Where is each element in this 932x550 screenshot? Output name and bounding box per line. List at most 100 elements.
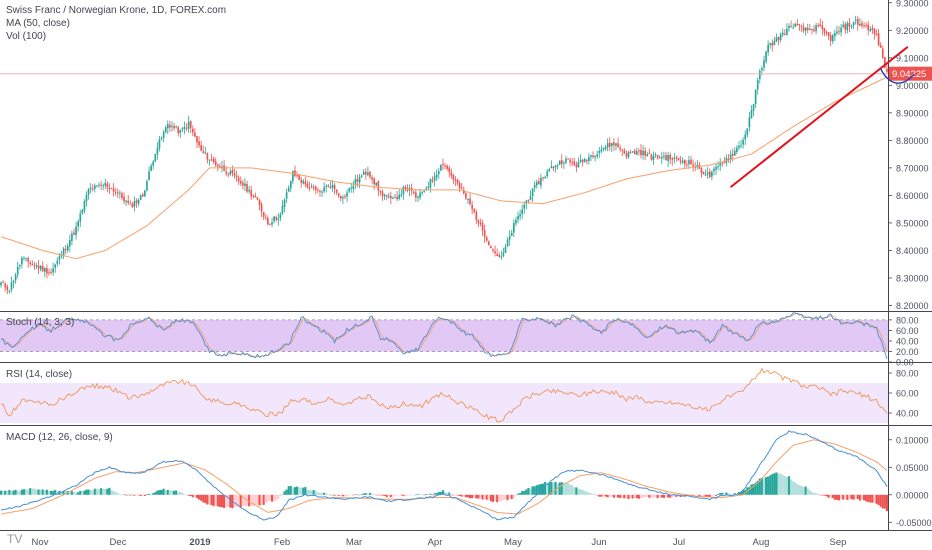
candle bbox=[654, 152, 657, 158]
macd-bar bbox=[566, 483, 570, 495]
candle-body bbox=[865, 24, 867, 26]
macd-bar bbox=[64, 491, 67, 495]
candle-body bbox=[106, 183, 109, 188]
candle-body bbox=[396, 196, 398, 200]
candle bbox=[448, 165, 451, 178]
candle bbox=[162, 130, 165, 143]
candle-body bbox=[4, 283, 7, 288]
macd-legend[interactable]: MACD (12, 26, close, 9) bbox=[6, 432, 113, 443]
candle-body bbox=[440, 164, 442, 171]
candle-body bbox=[12, 280, 15, 283]
candle bbox=[358, 174, 361, 189]
x-tick-label: Apr bbox=[428, 537, 443, 548]
macd-bar bbox=[160, 489, 163, 495]
candle-body bbox=[736, 147, 738, 152]
candle bbox=[688, 155, 690, 169]
candle bbox=[250, 185, 253, 201]
macd-bar bbox=[206, 494, 209, 505]
candle bbox=[750, 105, 753, 119]
candle bbox=[114, 187, 117, 196]
macd-bar bbox=[308, 490, 311, 495]
candle-body bbox=[150, 165, 152, 171]
candle bbox=[431, 176, 434, 184]
candle bbox=[856, 15, 859, 31]
macd-bar bbox=[485, 494, 488, 500]
candle-body bbox=[296, 175, 298, 177]
candle bbox=[223, 159, 225, 172]
candle-body bbox=[456, 179, 459, 184]
macd-bar bbox=[250, 494, 253, 507]
candle-body bbox=[867, 24, 870, 31]
macd-bar bbox=[765, 477, 768, 495]
candle-body bbox=[248, 189, 250, 192]
candle-body bbox=[246, 183, 248, 192]
y-tick-label: 8.80000 bbox=[896, 136, 929, 146]
candle bbox=[790, 20, 792, 28]
candle-body bbox=[279, 214, 282, 219]
macd-bar bbox=[0, 490, 3, 495]
candle bbox=[352, 180, 355, 194]
candle bbox=[231, 165, 234, 177]
macd-bar bbox=[331, 494, 334, 496]
macd-bar bbox=[89, 489, 92, 495]
candle-body bbox=[158, 139, 161, 149]
candle bbox=[650, 153, 653, 161]
stoch-d-line bbox=[0, 312, 888, 358]
candle-body bbox=[738, 145, 740, 149]
candle bbox=[262, 211, 265, 220]
candle bbox=[323, 182, 325, 194]
macd-bar bbox=[719, 492, 722, 495]
macd-bar bbox=[521, 491, 524, 495]
candle-body bbox=[811, 28, 813, 30]
macd-bar bbox=[869, 494, 872, 503]
macd-bar bbox=[621, 494, 624, 498]
macd-bar bbox=[285, 489, 288, 495]
candle bbox=[446, 164, 448, 171]
candle bbox=[752, 103, 755, 117]
macd-bar bbox=[237, 494, 240, 507]
candle-body bbox=[244, 183, 246, 187]
candle bbox=[479, 218, 482, 227]
ma-line bbox=[0, 76, 888, 260]
candle-body bbox=[542, 177, 544, 179]
candle-body bbox=[390, 196, 392, 199]
candle bbox=[517, 211, 519, 224]
candle-body bbox=[600, 149, 603, 152]
candle-body bbox=[550, 166, 553, 169]
macd-bar bbox=[402, 494, 405, 497]
symbol-title[interactable]: Swiss Franc / Norwegian Krone, 1D, FOREX… bbox=[6, 5, 227, 16]
candle bbox=[454, 176, 457, 187]
macd-bar bbox=[75, 492, 78, 495]
stoch-legend[interactable]: Stoch (14, 3, 3) bbox=[6, 317, 75, 328]
candle bbox=[638, 148, 640, 156]
ma-legend[interactable]: MA (50, close) bbox=[6, 18, 70, 29]
candle-body bbox=[669, 154, 672, 160]
candle-body bbox=[308, 187, 311, 189]
candle bbox=[158, 136, 161, 152]
main-legend: Swiss Franc / Norwegian Krone, 1D, FOREX… bbox=[6, 4, 226, 43]
vol-legend[interactable]: Vol (100) bbox=[6, 31, 47, 42]
candle bbox=[221, 160, 223, 173]
rsi-legend[interactable]: RSI (14, close) bbox=[6, 369, 73, 380]
candle bbox=[510, 229, 513, 237]
candle-body bbox=[131, 203, 134, 208]
candle bbox=[884, 56, 886, 69]
macd-bar bbox=[808, 490, 811, 495]
macd-bar bbox=[279, 494, 282, 497]
candle bbox=[64, 244, 67, 255]
macd-bar bbox=[135, 494, 138, 496]
macd-bar bbox=[573, 487, 576, 495]
candle bbox=[33, 261, 36, 271]
candle bbox=[746, 128, 749, 138]
candle bbox=[139, 194, 142, 201]
candle bbox=[116, 188, 119, 198]
macd-bar bbox=[848, 494, 851, 499]
candle-body bbox=[575, 164, 578, 168]
macd-bar bbox=[835, 494, 838, 500]
candle bbox=[748, 112, 751, 132]
candle-body bbox=[746, 128, 749, 135]
candle-body bbox=[742, 139, 744, 145]
candle-body bbox=[417, 196, 419, 198]
